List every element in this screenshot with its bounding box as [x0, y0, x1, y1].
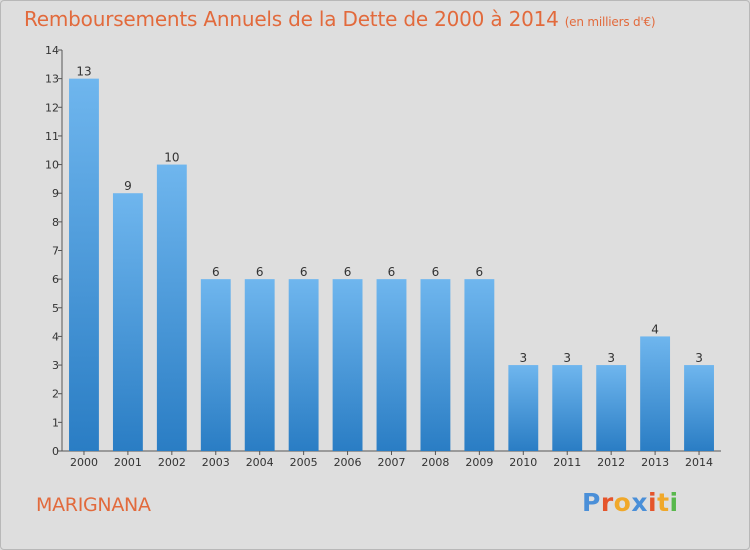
x-tick-label: 2004 — [246, 456, 274, 469]
bar-value-label: 9 — [124, 179, 132, 193]
bar-value-label: 3 — [519, 351, 527, 365]
bar-value-label: 10 — [164, 151, 179, 165]
x-tick-label: 2011 — [553, 456, 581, 469]
bar-value-label: 4 — [651, 322, 659, 336]
logo-letter: t — [657, 488, 670, 517]
bar — [376, 279, 407, 451]
x-tick-label: 2006 — [334, 456, 362, 469]
y-tick-label: 7 — [52, 245, 59, 258]
bar — [332, 279, 363, 451]
y-tick-label: 10 — [45, 159, 59, 172]
x-tick-label: 2012 — [597, 456, 625, 469]
place-name: MARIGNANA — [36, 494, 151, 516]
chart-unit: (en milliers d'€) — [564, 15, 656, 29]
logo-letter: P — [582, 488, 601, 517]
bar — [508, 365, 539, 451]
y-tick-label: 9 — [52, 187, 59, 200]
bar — [420, 279, 451, 451]
x-tick-label: 2005 — [290, 456, 318, 469]
y-tick-label: 12 — [45, 101, 59, 114]
bar — [200, 279, 231, 451]
y-tick-label: 5 — [52, 302, 59, 315]
y-tick-label: 1 — [52, 416, 59, 429]
y-tick-label: 8 — [52, 216, 59, 229]
y-tick-label: 2 — [52, 388, 59, 401]
bar — [156, 164, 187, 452]
bar-value-label: 6 — [212, 265, 220, 279]
bar-value-label: 6 — [344, 265, 352, 279]
proxiti-logo[interactable]: Proxiti — [582, 488, 679, 517]
x-tick-label: 2002 — [158, 456, 186, 469]
bar — [552, 365, 583, 451]
bar — [69, 78, 99, 452]
y-tick-label: 4 — [52, 330, 59, 343]
logo-letter: o — [613, 488, 632, 517]
bar — [596, 365, 627, 451]
bar-value-label: 6 — [256, 265, 264, 279]
x-tick-label: 2003 — [202, 456, 230, 469]
bar-value-label: 6 — [388, 265, 396, 279]
x-tick-label: 2008 — [421, 456, 449, 469]
y-tick-label: 0 — [52, 445, 59, 458]
y-tick-label: 13 — [45, 73, 59, 86]
chart-title: Remboursements Annuels de la Dette de 20… — [24, 7, 656, 31]
bar-value-label: 3 — [607, 351, 615, 365]
x-tick-label: 2013 — [641, 456, 669, 469]
x-tick-label: 2001 — [114, 456, 142, 469]
bar-value-label: 6 — [476, 265, 484, 279]
x-tick-label: 2009 — [465, 456, 493, 469]
y-tick-label: 3 — [52, 359, 59, 372]
logo-letter: x — [631, 488, 648, 517]
bar — [464, 279, 495, 451]
chart-title-text: Remboursements Annuels de la Dette de 20… — [24, 7, 559, 31]
bar-value-label: 6 — [300, 265, 308, 279]
logo-letter: i — [648, 488, 658, 517]
bar — [112, 193, 143, 451]
y-tick-label: 6 — [52, 273, 59, 286]
x-tick-label: 2014 — [685, 456, 713, 469]
logo-letter: r — [600, 488, 614, 517]
logo-letter: i — [669, 488, 679, 517]
x-tick-label: 2010 — [509, 456, 537, 469]
bar — [684, 365, 714, 451]
bar — [288, 279, 319, 451]
x-tick-label: 2000 — [70, 456, 98, 469]
y-tick-label: 14 — [45, 44, 59, 57]
y-tick-label: 11 — [45, 130, 59, 143]
x-tick-label: 2007 — [378, 456, 406, 469]
bar — [244, 279, 275, 451]
bar-value-label: 13 — [76, 65, 91, 79]
bar-value-label: 6 — [432, 265, 440, 279]
bar — [640, 336, 671, 451]
bar-value-label: 3 — [695, 351, 703, 365]
bar-value-label: 3 — [563, 351, 571, 365]
